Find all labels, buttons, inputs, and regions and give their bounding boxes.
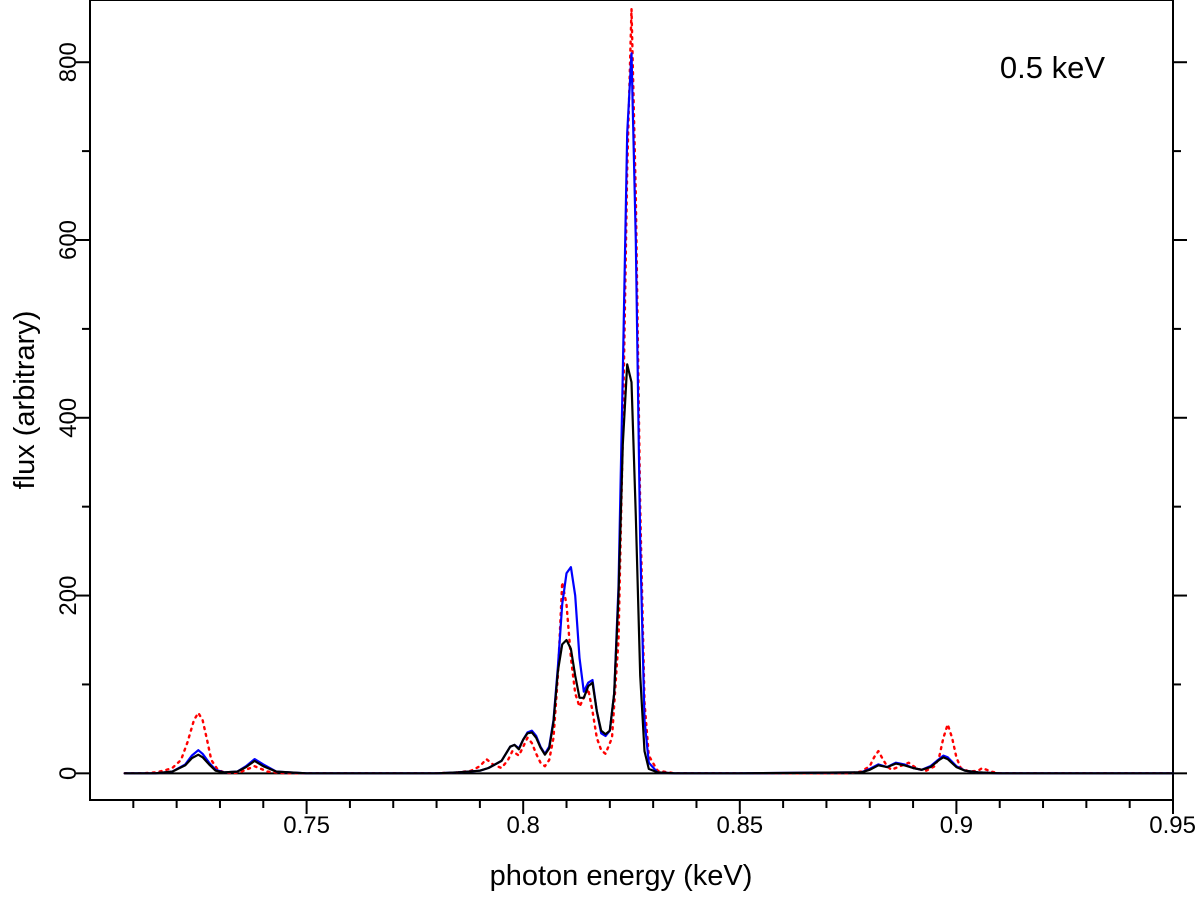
x-tick-label: 0.85 [716, 812, 763, 839]
y-tick-label: 200 [55, 576, 82, 616]
y-axis-title: flux (arbitrary) [9, 311, 41, 490]
y-tick-label: 600 [55, 220, 82, 260]
plot-frame [89, 0, 1174, 801]
x-tick-label: 0.9 [940, 812, 973, 839]
x-axis-ticks: 0.75 0.8 0.85 0.9 0.95 [132, 800, 1196, 839]
x-tick-label: 0.95 [1149, 812, 1196, 839]
series-line-0 [123, 7, 1175, 775]
y-axis-ticks: 0 200 400 600 800 [55, 42, 1187, 780]
x-axis-title: photon energy (keV) [490, 860, 753, 892]
y-tick-label: 800 [55, 42, 82, 82]
y-tick-label: 400 [55, 398, 82, 438]
x-tick-label: 0.8 [507, 812, 540, 839]
energy-annotation: 0.5 keV [1000, 50, 1105, 85]
x-tick-label: 0.75 [283, 812, 330, 839]
series-line-1 [123, 52, 1175, 775]
y-tick-label: 0 [55, 767, 82, 780]
series-line-2 [123, 363, 1175, 775]
series-layer [123, 7, 1175, 775]
